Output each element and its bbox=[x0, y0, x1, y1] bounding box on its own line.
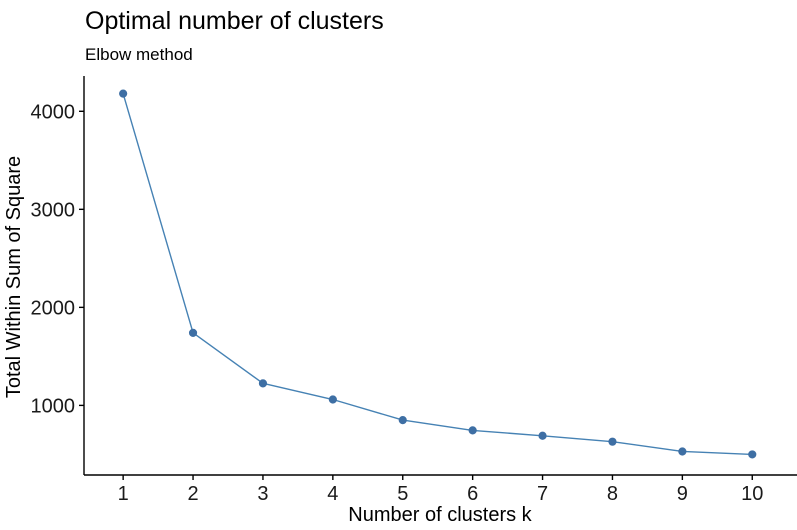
data-point bbox=[748, 450, 757, 459]
axes bbox=[83, 76, 797, 476]
data-point bbox=[608, 437, 617, 446]
data-point bbox=[258, 379, 268, 388]
y-axis-title: Total Within Sum of Square bbox=[3, 156, 25, 398]
chart-title: Optimal number of clusters bbox=[85, 7, 384, 35]
data-point bbox=[538, 431, 547, 440]
y-tick-label: 1000 bbox=[31, 395, 76, 417]
series-line bbox=[122, 93, 753, 456]
chart-subtitle: Elbow method bbox=[85, 45, 193, 64]
data-point bbox=[678, 447, 687, 456]
y-tick-label: 4000 bbox=[31, 101, 76, 123]
x-tick-label: 1 bbox=[118, 483, 129, 505]
x-tick-label: 3 bbox=[257, 483, 268, 505]
x-tick-label: 10 bbox=[741, 483, 763, 505]
x-tick-label: 6 bbox=[467, 483, 478, 505]
data-point bbox=[328, 395, 337, 404]
y-tick-label: 3000 bbox=[31, 199, 76, 221]
x-tick-label: 2 bbox=[187, 483, 198, 505]
y-tick-label: 2000 bbox=[31, 297, 76, 319]
data-point bbox=[119, 89, 128, 98]
x-tick-label: 8 bbox=[607, 483, 618, 505]
data-point bbox=[398, 416, 407, 425]
x-axis-ticks: 1 2 3 4 5 6 7 8 9 10 bbox=[118, 475, 763, 505]
x-tick-label: 9 bbox=[677, 483, 688, 505]
x-axis-title: Number of clusters k bbox=[348, 504, 532, 526]
x-tick-label: 5 bbox=[397, 483, 408, 505]
data-point bbox=[468, 426, 477, 435]
x-tick-label: 4 bbox=[327, 483, 338, 505]
x-tick-label: 7 bbox=[537, 483, 548, 505]
data-point bbox=[188, 328, 198, 337]
data-series bbox=[119, 89, 757, 459]
y-axis-ticks: 1000 2000 3000 4000 bbox=[31, 101, 84, 417]
